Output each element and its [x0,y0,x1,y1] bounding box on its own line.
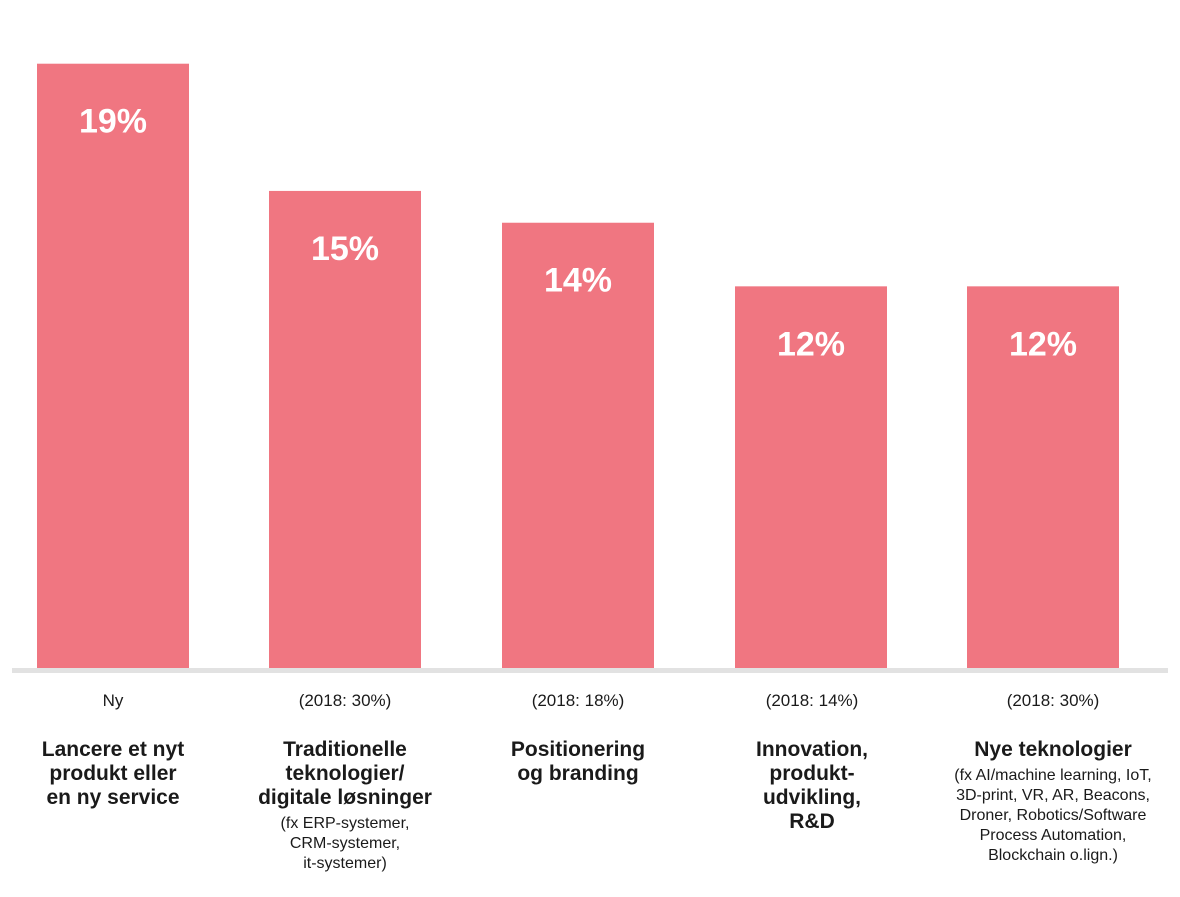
category-title-2: Positionering og branding [510,738,646,785]
compare-label-3: (2018: 14%) [765,691,859,710]
category-note-1: (fx ERP-systemer, CRM-systemer, it-syste… [280,815,410,872]
bar-value-label-2: 14% [544,262,612,300]
compare-label-4: (2018: 30%) [1006,691,1100,710]
bar-0 [37,63,189,668]
x-axis-baseline [12,668,1168,673]
compare-label-2: (2018: 18%) [531,691,625,710]
category-title-3: Innovation, produkt- udvikling, R&D [756,738,868,833]
category-0: Lancere et nyt produkt eller en ny servi… [0,738,228,814]
category-title-0: Lancere et nyt produkt eller en ny servi… [41,738,185,809]
bar-3 [735,286,887,668]
category-note-4: (fx AI/machine learning, IoT, 3D-print, … [954,767,1152,864]
compare-label-0: Ny [102,691,124,710]
bar-2 [502,222,654,669]
bar-value-label-1: 15% [311,230,379,268]
category-1: Traditionelle teknologier/ digitale løsn… [230,738,460,874]
bar-4 [967,286,1119,668]
category-title-4: Nye teknologier [974,738,1132,761]
category-title-1: Traditionelle teknologier/ digitale løsn… [258,738,432,809]
bar-chart: 19% 15% 14% 12% 12% [12,63,1168,673]
category-2: Positionering og branding [463,738,693,790]
bar-value-label-0: 19% [79,103,147,141]
bar-1 [269,190,421,669]
category-3: Innovation, produkt- udvikling, R&D [697,738,927,838]
compare-label-1: (2018: 30%) [298,691,392,710]
bar-value-label-4: 12% [1009,325,1077,363]
bar-value-label-3: 12% [777,325,845,363]
category-4: Nye teknologier (fx AI/machine learning,… [928,738,1178,866]
